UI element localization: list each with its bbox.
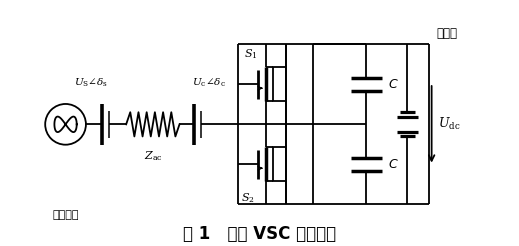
Text: $S_1$: $S_1$ [244, 47, 258, 61]
Text: $Z_\mathrm{ac}$: $Z_\mathrm{ac}$ [144, 150, 162, 163]
Text: C: C [388, 158, 397, 171]
Text: C: C [388, 78, 397, 91]
Text: $U_\mathrm{dc}$: $U_\mathrm{dc}$ [438, 116, 460, 132]
Bar [272, 147, 286, 181]
Text: $S_2$: $S_2$ [240, 191, 254, 205]
Text: 图 1   单相 VSC 工作原理: 图 1 单相 VSC 工作原理 [183, 225, 336, 243]
Text: $U_\mathrm{S}\angle\delta_\mathrm{s}$: $U_\mathrm{S}\angle\delta_\mathrm{s}$ [74, 77, 108, 90]
Bar [272, 67, 286, 101]
Text: 直流端: 直流端 [436, 28, 457, 40]
Text: 交流系统: 交流系统 [52, 210, 79, 220]
Text: $U_\mathrm{c}\angle\delta_\mathrm{c}$: $U_\mathrm{c}\angle\delta_\mathrm{c}$ [192, 77, 225, 90]
